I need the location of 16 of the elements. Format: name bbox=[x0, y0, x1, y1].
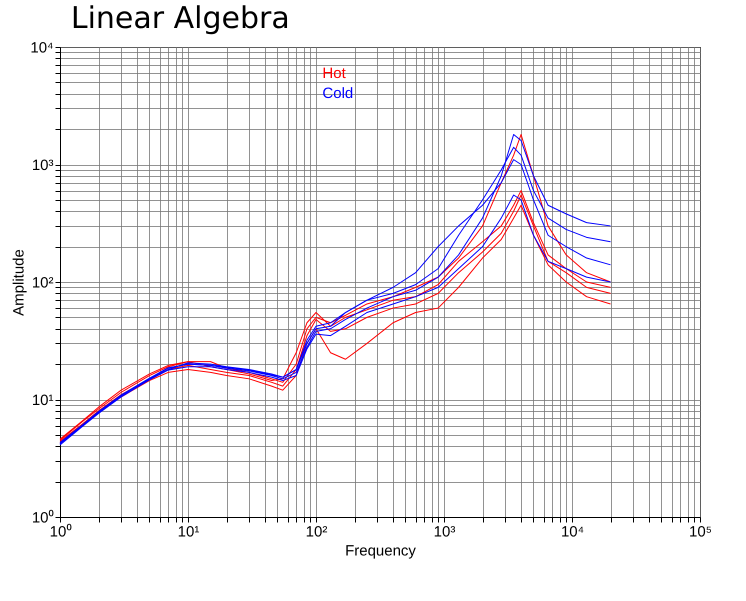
text: Cold bbox=[322, 85, 354, 102]
y-tick-label: 10⁰ bbox=[32, 510, 54, 526]
text: Hot bbox=[322, 65, 347, 82]
y-tick-label: 10⁴ bbox=[30, 40, 54, 56]
x-tick-label: 10⁰ bbox=[50, 524, 72, 540]
chart-title: Linear Algebra bbox=[70, 1, 290, 36]
x-tick-label: 10¹ bbox=[178, 524, 200, 540]
y-tick-label: 10³ bbox=[32, 157, 54, 174]
x-tick-label: 10⁴ bbox=[560, 524, 584, 540]
x-axis-title: Frequency bbox=[345, 542, 416, 560]
x-tick-label: 10² bbox=[306, 524, 328, 540]
y-tick-label: 10² bbox=[32, 274, 54, 292]
x-tick-label: 10⁵ bbox=[689, 524, 712, 540]
x-tick-label: 10³ bbox=[434, 524, 456, 540]
y-axis-title: Amplitude bbox=[10, 249, 28, 316]
y-tick-label: 10¹ bbox=[32, 392, 54, 409]
